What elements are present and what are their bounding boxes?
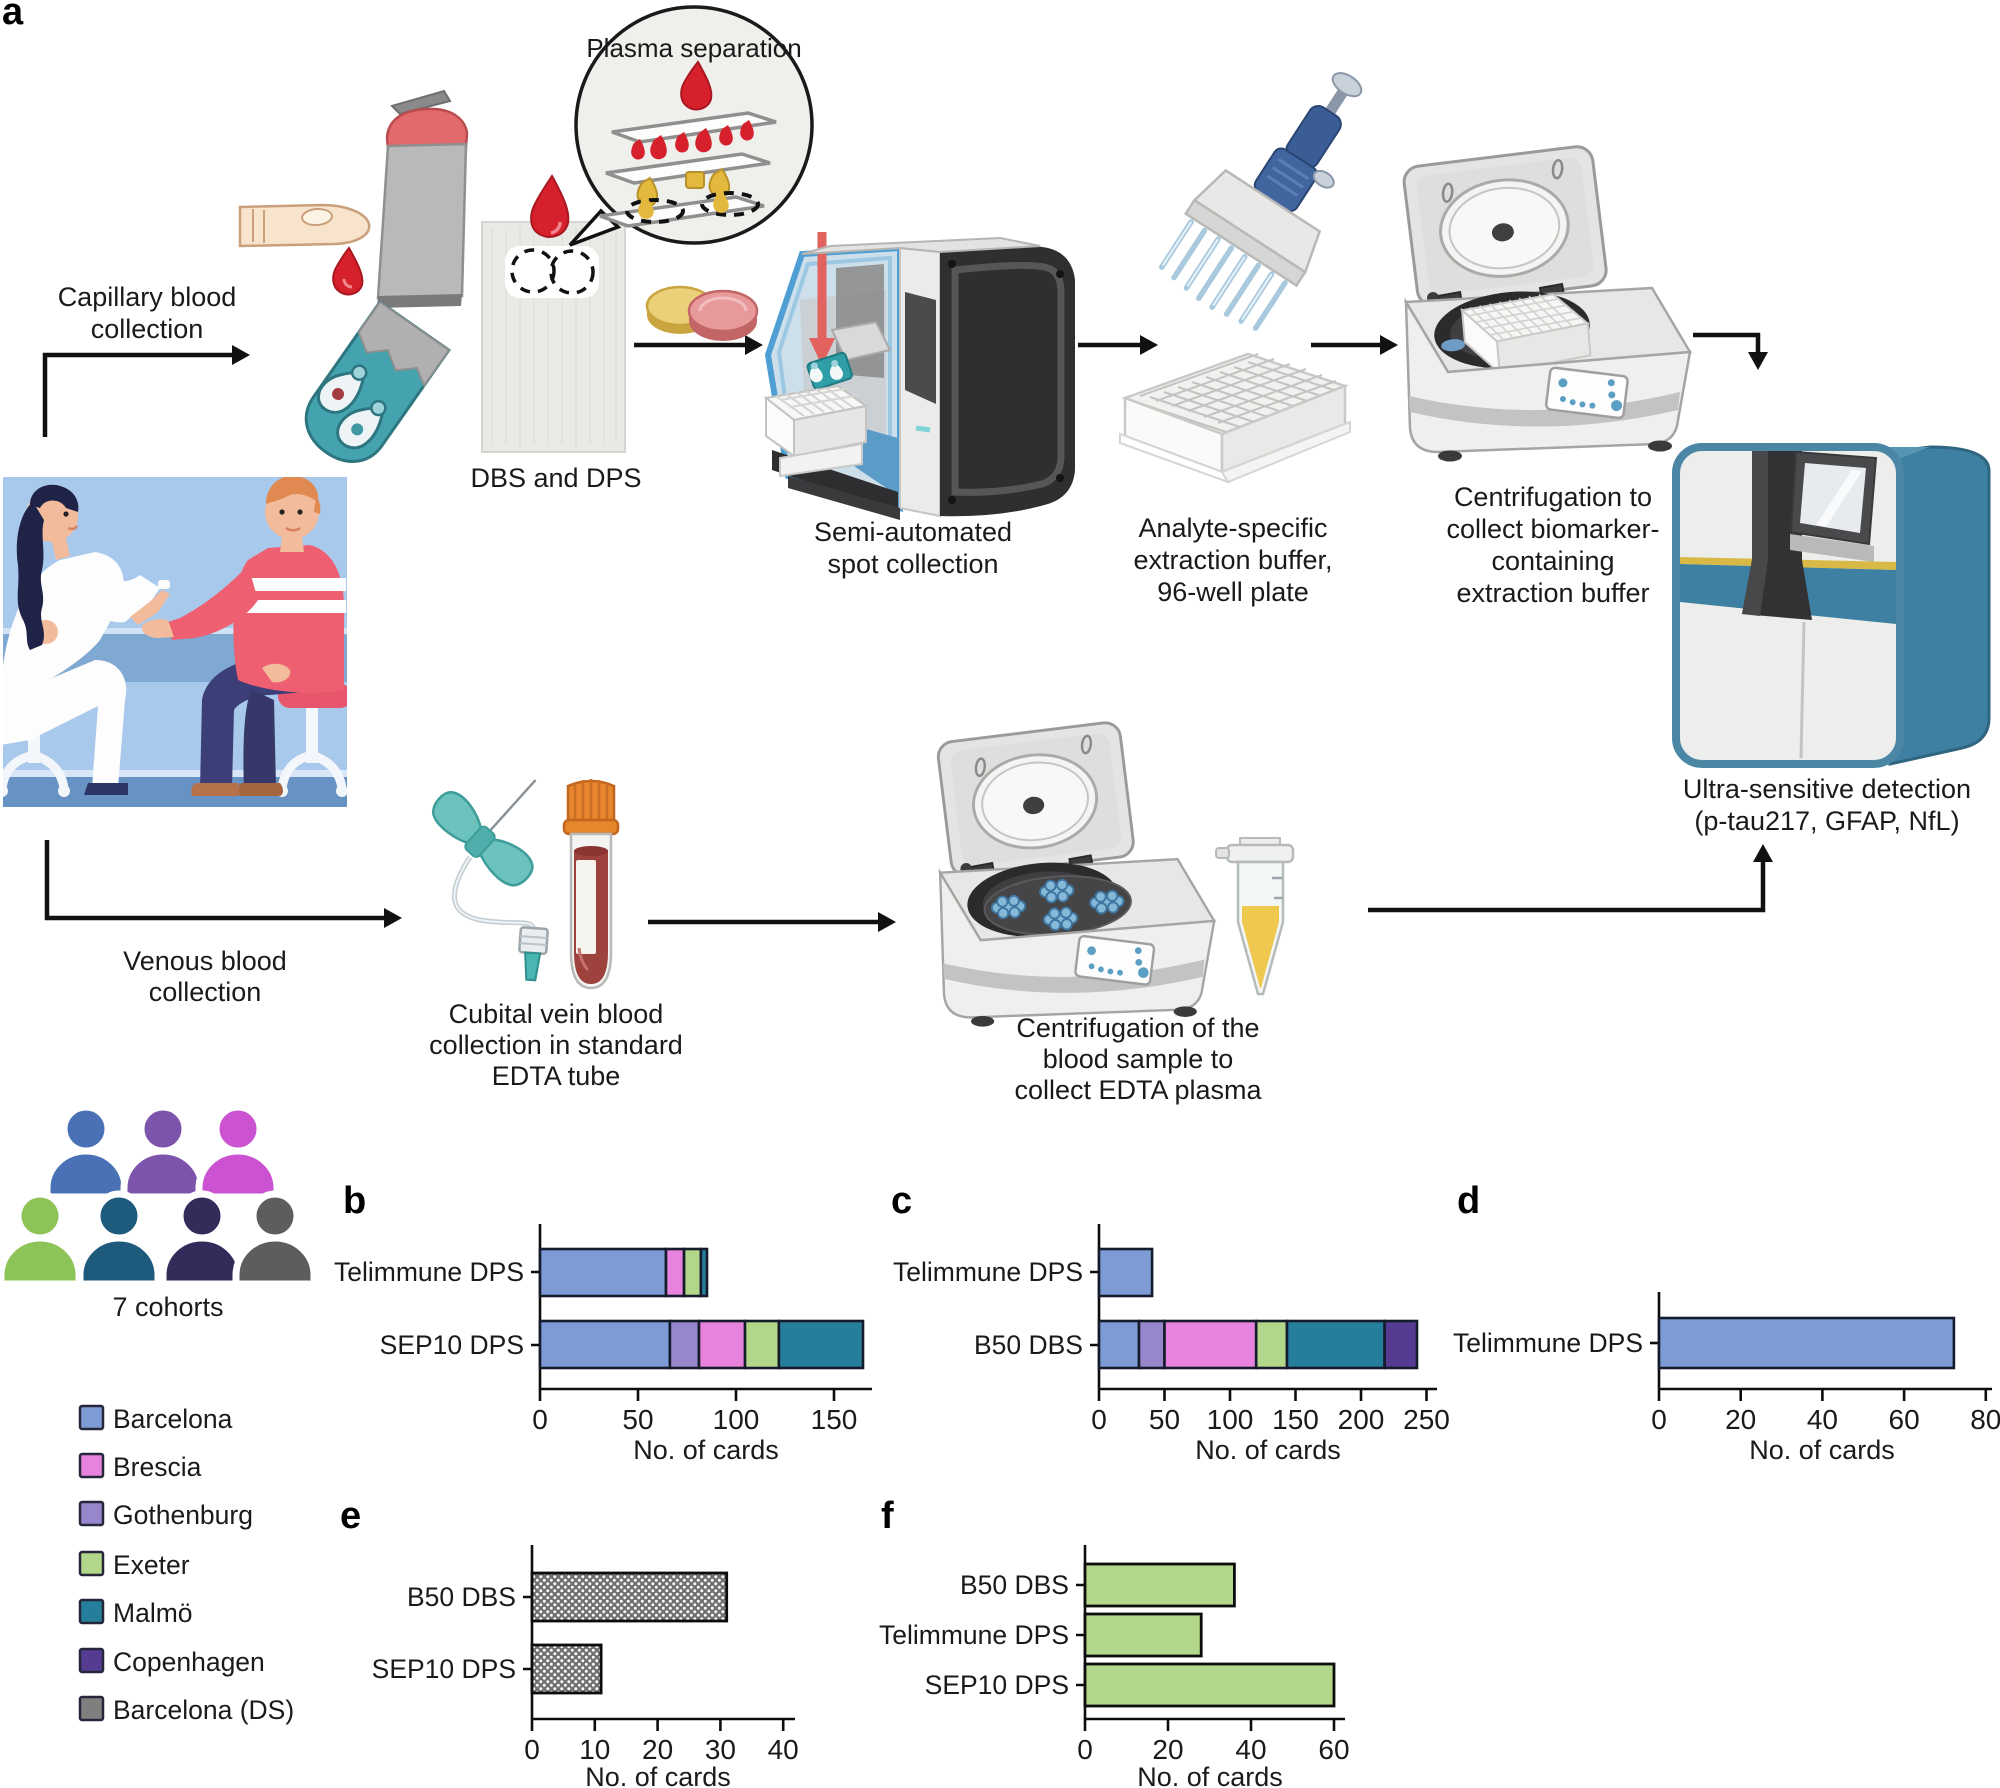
svg-text:Copenhagen: Copenhagen — [113, 1647, 265, 1677]
svg-text:150: 150 — [811, 1404, 858, 1435]
svg-text:96-well plate: 96-well plate — [1157, 577, 1309, 607]
svg-text:a: a — [2, 0, 24, 33]
svg-text:DBS and DPS: DBS and DPS — [470, 463, 641, 493]
svg-text:100: 100 — [713, 1404, 760, 1435]
svg-text:50: 50 — [1149, 1404, 1180, 1435]
svg-text:40: 40 — [1807, 1404, 1838, 1435]
svg-text:30: 30 — [705, 1734, 736, 1765]
svg-text:Telimmune DPS: Telimmune DPS — [1453, 1328, 1643, 1358]
svg-text:0: 0 — [1651, 1404, 1667, 1435]
svg-text:Centrifugation of the: Centrifugation of the — [1016, 1013, 1259, 1043]
svg-text:f: f — [881, 1495, 894, 1537]
svg-text:(p-tau217, GFAP, NfL): (p-tau217, GFAP, NfL) — [1694, 806, 1959, 836]
svg-text:Analyte-specific: Analyte-specific — [1138, 513, 1327, 543]
svg-text:B50 DBS: B50 DBS — [960, 1570, 1069, 1600]
svg-text:40: 40 — [1235, 1734, 1266, 1765]
svg-text:b: b — [343, 1180, 366, 1222]
svg-text:0: 0 — [1091, 1404, 1107, 1435]
svg-text:EDTA tube: EDTA tube — [492, 1061, 621, 1091]
svg-text:Exeter: Exeter — [113, 1550, 190, 1580]
svg-text:Barcelona: Barcelona — [113, 1404, 233, 1434]
svg-text:collection: collection — [149, 977, 262, 1007]
svg-text:containing: containing — [1491, 546, 1614, 576]
svg-text:Centrifugation to: Centrifugation to — [1454, 482, 1652, 512]
svg-text:Malmö: Malmö — [113, 1598, 193, 1628]
svg-text:Telimmune DPS: Telimmune DPS — [879, 1620, 1069, 1650]
svg-text:Brescia: Brescia — [113, 1452, 202, 1482]
svg-text:Plasma separation: Plasma separation — [586, 33, 801, 63]
svg-text:80: 80 — [1970, 1404, 2000, 1435]
svg-text:No. of cards: No. of cards — [1195, 1435, 1341, 1465]
svg-text:Cubital vein blood: Cubital vein blood — [449, 999, 664, 1029]
svg-text:Ultra-sensitive detection: Ultra-sensitive detection — [1683, 774, 1971, 804]
svg-text:B50 DBS: B50 DBS — [974, 1330, 1083, 1360]
svg-text:blood sample to: blood sample to — [1043, 1044, 1234, 1074]
svg-text:collect EDTA plasma: collect EDTA plasma — [1014, 1075, 1262, 1105]
svg-text:0: 0 — [1077, 1734, 1093, 1765]
svg-text:10: 10 — [579, 1734, 610, 1765]
svg-text:60: 60 — [1318, 1734, 1349, 1765]
svg-text:Barcelona (DS): Barcelona (DS) — [113, 1695, 294, 1725]
svg-text:B50 DBS: B50 DBS — [407, 1582, 516, 1612]
svg-text:No. of cards: No. of cards — [633, 1435, 779, 1465]
svg-text:250: 250 — [1403, 1404, 1450, 1435]
svg-text:spot collection: spot collection — [827, 549, 998, 579]
svg-text:200: 200 — [1338, 1404, 1385, 1435]
svg-text:No. of cards: No. of cards — [1749, 1435, 1895, 1465]
svg-text:20: 20 — [642, 1734, 673, 1765]
svg-text:SEP10 DPS: SEP10 DPS — [372, 1654, 516, 1684]
svg-text:40: 40 — [768, 1734, 799, 1765]
svg-text:c: c — [891, 1180, 912, 1222]
svg-text:extraction buffer: extraction buffer — [1456, 578, 1649, 608]
svg-text:100: 100 — [1207, 1404, 1254, 1435]
svg-text:7 cohorts: 7 cohorts — [112, 1292, 223, 1322]
svg-text:150: 150 — [1272, 1404, 1319, 1435]
svg-text:No. of cards: No. of cards — [1137, 1762, 1283, 1788]
svg-text:20: 20 — [1152, 1734, 1183, 1765]
svg-text:0: 0 — [524, 1734, 540, 1765]
svg-text:Gothenburg: Gothenburg — [113, 1500, 253, 1530]
svg-text:e: e — [340, 1495, 361, 1537]
svg-text:Capillary blood: Capillary blood — [58, 282, 237, 312]
svg-text:Venous blood: Venous blood — [123, 946, 287, 976]
svg-text:60: 60 — [1889, 1404, 1920, 1435]
svg-text:0: 0 — [532, 1404, 548, 1435]
svg-text:collection: collection — [91, 314, 204, 344]
svg-text:Semi-automated: Semi-automated — [814, 517, 1012, 547]
svg-text:SEP10 DPS: SEP10 DPS — [925, 1670, 1069, 1700]
svg-text:collection in standard: collection in standard — [429, 1030, 683, 1060]
svg-text:50: 50 — [622, 1404, 653, 1435]
svg-text:No. of cards: No. of cards — [585, 1762, 731, 1788]
svg-text:collect biomarker-: collect biomarker- — [1446, 514, 1659, 544]
svg-text:Telimmune DPS: Telimmune DPS — [893, 1257, 1083, 1287]
svg-text:extraction buffer,: extraction buffer, — [1133, 545, 1332, 575]
svg-text:Telimmune DPS: Telimmune DPS — [334, 1257, 524, 1287]
svg-text:20: 20 — [1725, 1404, 1756, 1435]
svg-text:SEP10 DPS: SEP10 DPS — [380, 1330, 524, 1360]
svg-text:d: d — [1457, 1180, 1480, 1222]
